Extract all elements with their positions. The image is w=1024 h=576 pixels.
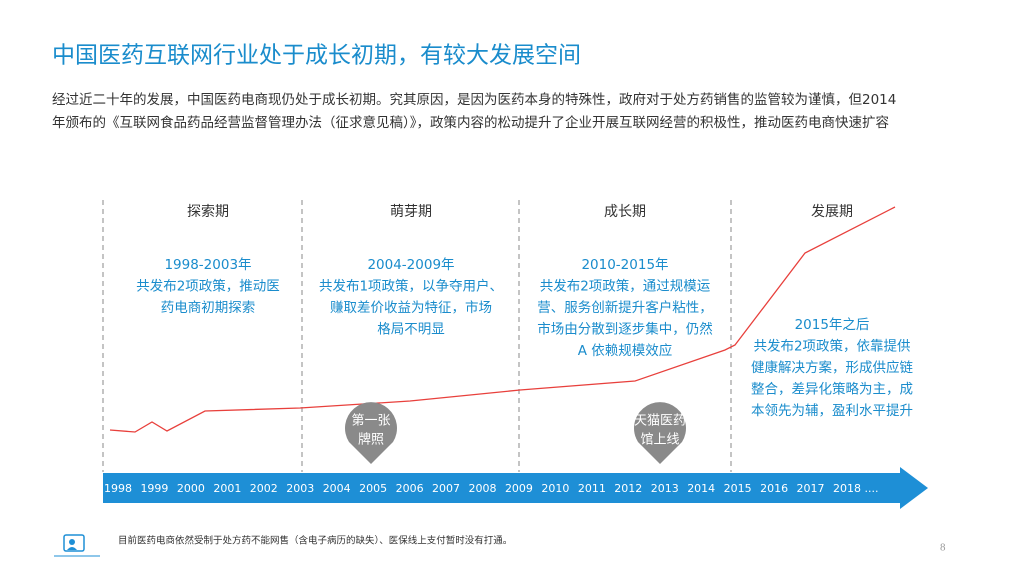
phase-description: 整合，差异化策略为主，成	[751, 381, 913, 398]
year-label: 2017	[797, 482, 825, 495]
year-label: 2007	[432, 482, 460, 495]
phase-description: 共发布2项政策，通过规模运	[540, 278, 711, 295]
footer-note: 目前医药电商依然受制于处方药不能网售（含电子病历的缺失）、医保线上支付暂时没有打…	[118, 535, 512, 547]
phase-description: 共发布2项政策，依靠提供	[753, 338, 910, 355]
phase-name: 发展期	[811, 204, 853, 220]
year-label: 2018 ....	[833, 482, 878, 495]
phase-period: 1998-2003年	[164, 257, 251, 273]
milestone-label: 馆上线	[640, 433, 679, 448]
title: 中国医药互联网行业处于成长初期，有较大发展空间	[52, 43, 581, 69]
phase-name: 成长期	[604, 204, 646, 220]
timeline-years: 1998 1999 2000 2001 2002 2003 2004 2005 2006 2007…	[104, 482, 878, 495]
year-label: 2012	[614, 482, 642, 495]
year-label: 2015	[724, 482, 752, 495]
intro: 经过近二十年的发展，中国医药电商现仍处于成长初期。究其原因，是因为医药本身的特殊…	[52, 91, 896, 131]
phase-description: 健康解决方案，形成供应链	[751, 359, 913, 376]
phase-description: 市场由分散到逐步集中，仍然	[537, 321, 713, 338]
phase-description: 共发布1项政策，以争夺用户、	[319, 278, 503, 295]
milestone-label: 牌照	[358, 432, 384, 448]
year-label: 2006	[396, 482, 424, 495]
phase-name: 探索期	[187, 203, 229, 220]
phase-period: 2004-2009年	[367, 257, 454, 273]
year-label: 2016	[760, 482, 788, 495]
year-label: 2004	[323, 482, 351, 495]
intro-line: 年颁布的《互联网食品药品经营监督管理办法（征求意见稿）》，政策内容的松动提升了企…	[52, 114, 889, 131]
year-label: 2002	[250, 482, 278, 495]
milestone-label: 天猫医药	[634, 414, 686, 429]
growth-curve	[109, 206, 896, 433]
year-label: 2014	[687, 482, 715, 495]
year-label: 2000	[177, 482, 205, 495]
phase-period: 2015年之后	[795, 317, 870, 333]
phase-description: 营、服务创新提升客户粘性，	[537, 299, 713, 316]
year-label: 1999	[140, 482, 168, 495]
timeline-arrow	[103, 467, 928, 509]
year-label: 2003	[286, 482, 314, 495]
footer-icon	[54, 534, 100, 557]
phase-description: A 依赖规模效应	[578, 342, 673, 359]
year-label: 1998	[104, 482, 132, 495]
milestone-pin	[345, 402, 397, 464]
phase-period: 2010-2015年	[581, 257, 668, 273]
phase-description: 药电商初期探索	[161, 299, 256, 316]
milestone-label: 第一张	[351, 414, 390, 429]
milestone-pin	[634, 402, 686, 464]
year-label: 2010	[541, 482, 569, 495]
year-label: 2001	[213, 482, 241, 495]
phase-description: 赚取差价收益为特征，市场	[330, 299, 492, 316]
year-label: 2013	[651, 482, 679, 495]
phase-name: 萌芽期	[390, 204, 432, 220]
intro-line: 经过近二十年的发展，中国医药电商现仍处于成长初期。究其原因，是因为医药本身的特殊…	[52, 91, 896, 108]
year-label: 2008	[469, 482, 497, 495]
phase-description: 本领先为辅，盈利水平提升	[751, 403, 913, 419]
year-label: 2005	[359, 482, 387, 495]
phase-dividers	[102, 200, 732, 472]
phase-description: 格局不明显	[377, 322, 445, 338]
year-label: 2011	[578, 482, 606, 495]
year-label: 2009	[505, 482, 533, 495]
phase-description: 共发布2项政策，推动医	[136, 278, 280, 295]
page-number: 8	[940, 542, 946, 554]
